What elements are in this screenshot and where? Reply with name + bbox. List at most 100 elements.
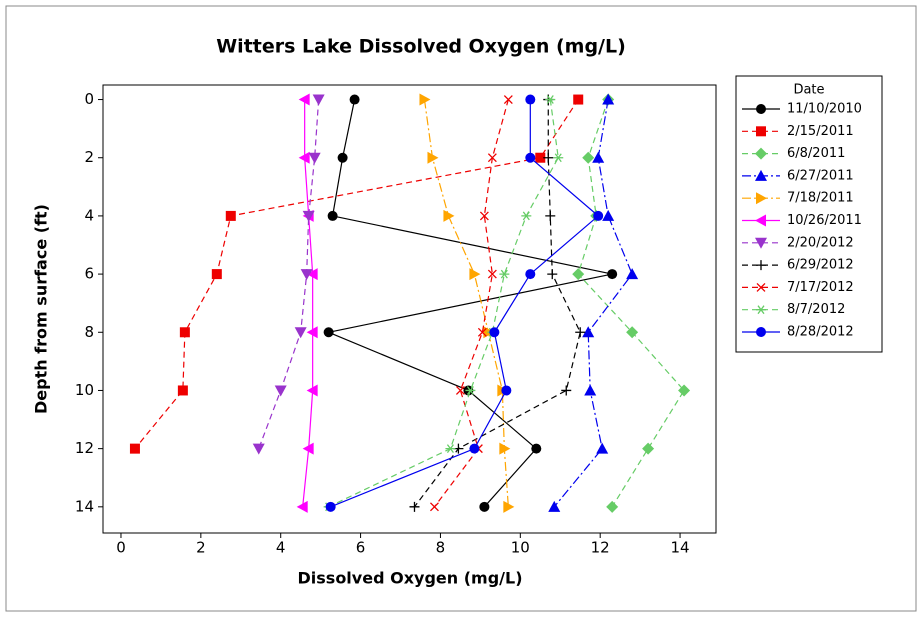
data-point [487,153,497,163]
data-point [553,153,564,163]
data-point [179,327,190,338]
data-point [572,268,585,281]
legend-marker [756,260,766,271]
x-tick-label: 10 [511,539,530,557]
data-point [489,327,500,338]
data-point [225,210,236,221]
data-point [325,501,336,512]
legend-label: 10/26/2011 [787,213,862,228]
data-point [306,326,318,339]
legend-label: 6/27/2011 [787,168,854,183]
data-point [499,442,511,455]
y-tick-label: 12 [75,439,94,457]
data-point [211,269,222,280]
data-point [327,210,338,221]
y-tick-label: 8 [84,323,94,341]
data-point [602,209,615,221]
data-point [592,151,605,163]
data-point [296,500,308,513]
data-point [337,152,348,163]
data-point [312,94,325,106]
data-point [298,93,310,106]
legend-marker [756,327,766,337]
legend-marker [755,147,767,160]
data-point [545,210,556,221]
legend-marker [755,169,767,181]
series-line [423,99,509,507]
data-point [302,210,315,222]
legend-marker [756,126,766,137]
y-tick-label: 6 [84,265,94,283]
legend-label: 2/15/2011 [787,124,854,139]
data-point [525,269,536,280]
plot-frame [102,84,717,534]
chart-title: Witters Lake Dissolved Oxygen (mg/L) [216,36,626,58]
data-point [525,152,536,163]
data-point [469,268,481,281]
legend-label: 6/29/2012 [787,258,854,273]
x-tick-label: 6 [356,539,366,557]
data-point [606,500,619,513]
data-point [584,384,597,396]
data-point [548,500,561,512]
data-point [445,444,456,454]
data-point [302,442,314,455]
data-point [499,269,510,279]
legend-marker [756,282,766,292]
data-point [419,93,431,106]
data-point [626,326,639,339]
legend-label: 11/10/2010 [787,102,862,117]
data-point [535,152,546,163]
data-point [582,326,595,338]
data-point [306,268,318,281]
x-tick-label: 4 [276,539,286,557]
legend-marker [756,192,767,205]
data-point [602,93,615,105]
data-point [479,211,489,221]
data-point [274,385,287,397]
data-point [479,501,490,512]
series-line [328,99,559,508]
data-point [300,269,313,281]
data-point [306,384,318,397]
legend-label: 8/28/2012 [787,325,854,340]
y-tick-label: 4 [84,206,94,224]
data-point [429,502,439,512]
series-line [553,99,633,508]
data-point [596,442,609,454]
data-point [561,385,572,396]
legend-label: 6/8/2011 [787,146,845,161]
y-tick-label: 10 [75,381,94,399]
y-tick-label: 14 [75,497,94,515]
data-point [503,500,515,513]
data-point [443,209,455,222]
x-axis-label: Dissolved Oxygen (mg/L) [298,569,523,588]
legend-marker [756,104,766,114]
data-point [531,443,542,454]
data-point [525,94,536,105]
data-point [503,95,513,105]
data-point [294,327,307,339]
data-point [455,385,465,395]
series-line [577,99,685,508]
y-axis-label: Depth from surface (ft) [32,204,51,414]
data-point [575,327,586,338]
data-point [607,269,618,280]
data-point [582,151,595,164]
series-line [330,99,600,508]
data-point [427,151,439,164]
legend-marker [755,237,767,249]
data-point [252,443,265,455]
data-point [501,385,512,396]
data-point [308,152,321,164]
data-point [678,384,691,397]
data-point [573,94,584,105]
data-point [626,268,639,280]
series-line [326,99,613,508]
data-point [543,152,554,163]
legend-label: 2/20/2012 [787,235,854,250]
x-tick-label: 2 [196,539,206,557]
data-point [477,327,487,337]
x-tick-label: 0 [116,539,126,557]
